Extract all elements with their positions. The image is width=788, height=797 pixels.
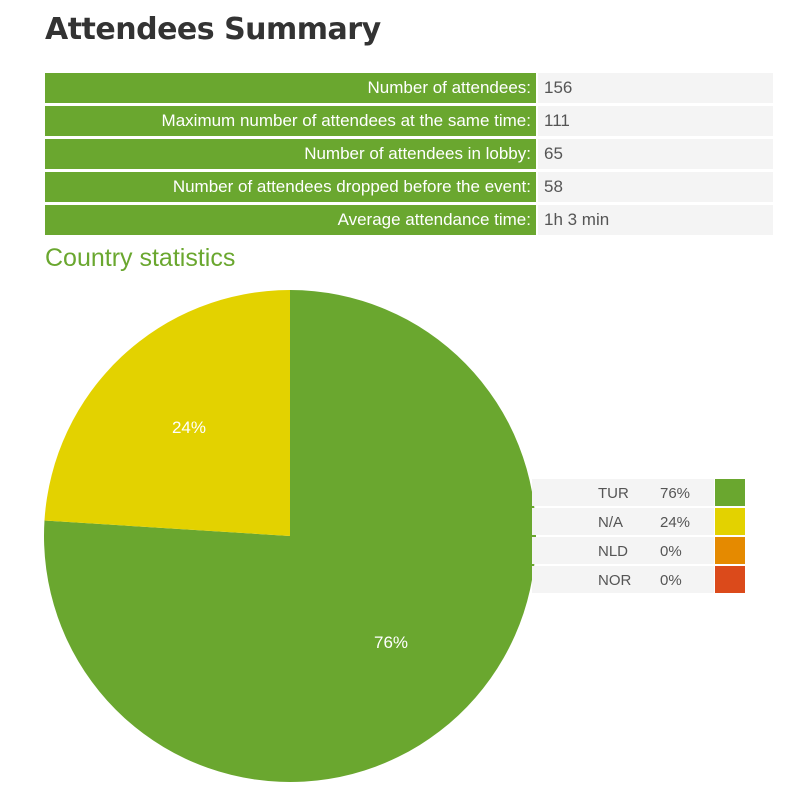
pie-data-label: 24% [172,418,206,437]
summary-label: Number of attendees: [45,73,536,103]
legend-percent: 24% [660,514,691,531]
legend-row-background [532,537,714,564]
legend-country: N/A [598,514,624,531]
legend-swatch [715,566,745,593]
legend-swatch [715,537,745,564]
legend-item-nld: NLD 0% [532,536,746,565]
legend-percent: 0% [660,572,682,589]
summary-label: Average attendance time: [45,205,536,235]
legend-item-tur: TUR 76% [532,478,746,507]
summary-row: Number of attendees dropped before the e… [45,172,773,202]
legend-country: NLD [598,543,629,560]
legend-percent: 0% [660,543,682,560]
summary-label: Number of attendees dropped before the e… [45,172,536,202]
summary-row: Maximum number of attendees at the same … [45,106,773,136]
legend-swatch [715,508,745,535]
legend-country: NOR [598,572,632,589]
legend-country: TUR [598,485,629,502]
country-pie-chart: 76% 24% [44,290,536,782]
legend-item-na: N/A 24% [532,507,746,536]
summary-value: 58 [536,172,773,202]
legend-percent: 76% [660,485,691,502]
summary-row: Number of attendees: 156 [45,73,773,103]
section-title: Country statistics [45,244,236,272]
summary-row: Average attendance time: 1h 3 min [45,205,773,235]
summary-label: Maximum number of attendees at the same … [45,106,536,136]
legend-item-nor: NOR 0% [532,565,746,594]
pie-slice-na [44,290,290,536]
pie-data-label: 76% [374,633,408,652]
summary-value: 111 [536,106,773,136]
legend-row-background [532,566,714,593]
summary-table: Number of attendees: 156 Maximum number … [45,70,773,238]
summary-value: 1h 3 min [536,205,773,235]
summary-row: Number of attendees in lobby: 65 [45,139,773,169]
page-title: Attendees Summary [45,12,381,47]
summary-value: 65 [536,139,773,169]
legend-row-background [532,508,714,535]
legend-row-background [532,479,714,506]
legend-swatch [715,479,745,506]
summary-label: Number of attendees in lobby: [45,139,536,169]
chart-legend: TUR 76% N/A 24% NLD 0% NOR 0% [532,478,746,594]
summary-value: 156 [536,73,773,103]
